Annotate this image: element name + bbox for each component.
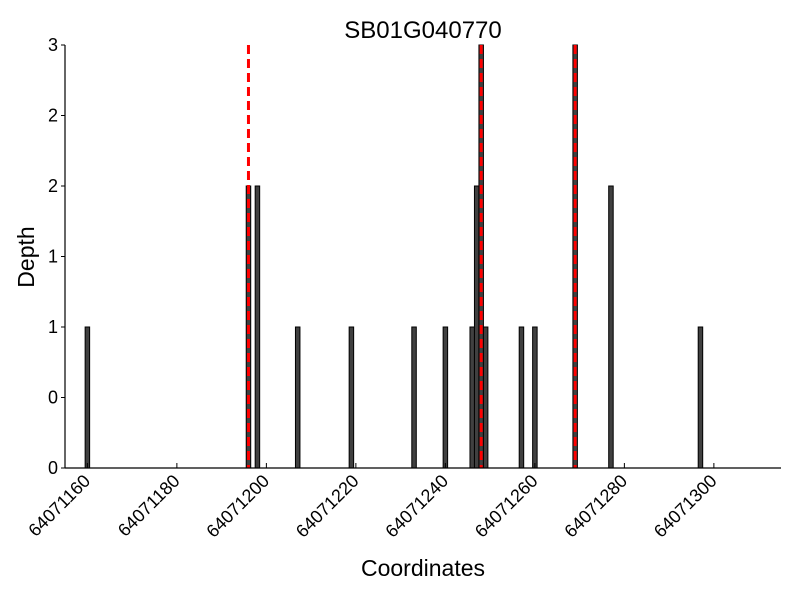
- x-tick-label-7: 64071300: [650, 471, 721, 542]
- depth-bar-7: [469, 326, 475, 469]
- chart-title: SB01G040770: [344, 17, 501, 44]
- depth-bar-10: [482, 326, 489, 469]
- x-tick-label-0: 64071160: [24, 471, 94, 541]
- y-tick-label-6: 3: [48, 35, 58, 55]
- depth-bar-4: [348, 326, 355, 469]
- x-tick-label-1: 64071180: [114, 471, 184, 541]
- y-tick-label-3: 1: [48, 247, 58, 267]
- y-axis-label: Depth: [13, 226, 39, 287]
- x-axis-label: Coordinates: [361, 555, 485, 581]
- y-ticks: 0 0 1 1 2 2 3: [48, 35, 65, 478]
- bars-layer: [84, 44, 704, 469]
- depth-bar-12: [532, 326, 538, 469]
- x-tick-label-5: 64071260: [471, 471, 542, 542]
- depth-bar-15: [697, 326, 704, 469]
- x-tick-label-6: 64071280: [560, 471, 631, 542]
- x-tick-label-4: 64071240: [381, 471, 452, 542]
- x-ticks: 64071160 64071180 64071200 64071220 64071240…: [24, 463, 721, 542]
- depth-bar-14: [608, 185, 614, 469]
- axes-layer: [64, 45, 781, 469]
- depth-bar-8: [473, 185, 480, 469]
- depth-bar-2: [254, 185, 261, 469]
- depth-bar-3: [294, 326, 301, 469]
- depth-bar-5: [411, 326, 417, 469]
- y-tick-label-1: 0: [48, 388, 58, 408]
- y-tick-label-4: 2: [48, 176, 58, 196]
- depth-bar-6: [442, 326, 449, 469]
- depth-bar-11: [518, 326, 525, 469]
- vlines-layer: [246, 45, 577, 468]
- y-tick-label-2: 1: [48, 317, 58, 337]
- x-tick-label-2: 64071200: [202, 471, 273, 542]
- depth-bar-0: [84, 326, 91, 469]
- y-tick-label-0: 0: [48, 458, 58, 478]
- y-tick-label-5: 2: [48, 106, 58, 126]
- x-tick-label-3: 64071220: [292, 471, 363, 542]
